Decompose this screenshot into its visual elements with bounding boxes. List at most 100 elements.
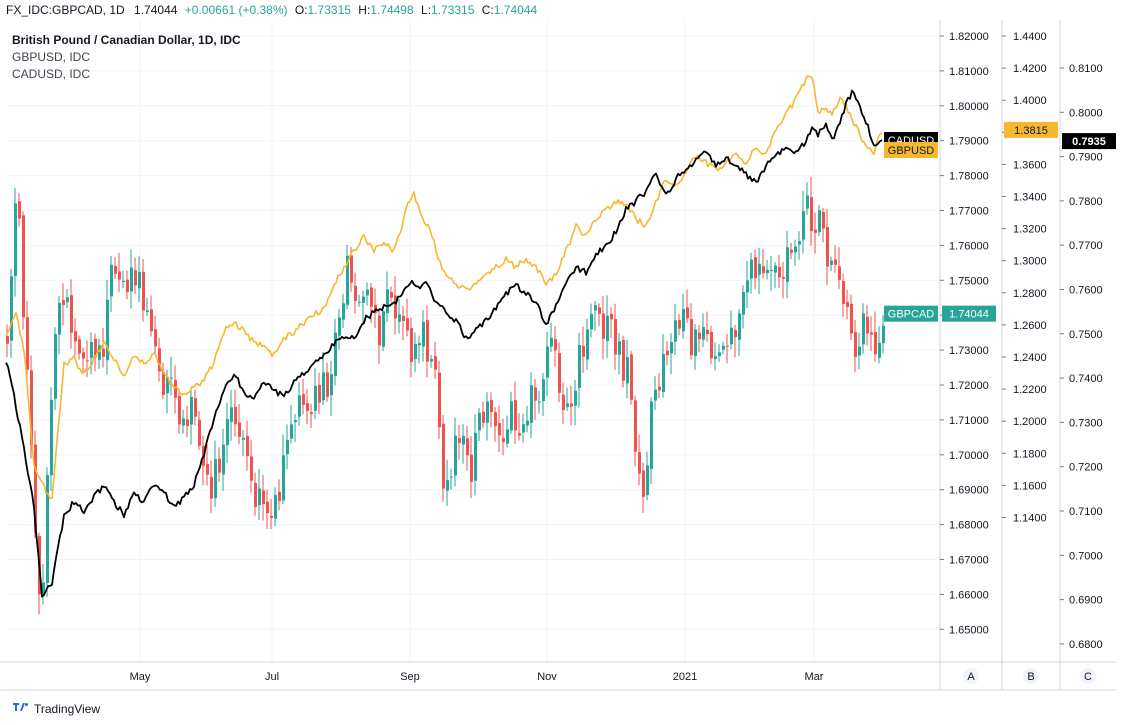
candle-body — [862, 313, 865, 345]
candle-body — [694, 329, 697, 356]
candle-body — [706, 329, 709, 335]
candle-body — [470, 454, 473, 482]
candle-body — [366, 289, 369, 296]
last-value-badge-text: 1.3815 — [1014, 125, 1048, 137]
candle-body — [850, 303, 853, 334]
axis-b-tick-label: 1.3200 — [1013, 224, 1047, 236]
candle-body — [506, 429, 509, 444]
candle-body — [486, 401, 489, 423]
scale-button-bg — [1023, 668, 1039, 684]
candle-body — [170, 377, 173, 379]
candle-body — [66, 297, 69, 303]
candle-body — [710, 331, 713, 359]
price-change: +0.00661 (+0.38%) — [184, 3, 288, 17]
axis-c-tick-label: 0.7000 — [1069, 550, 1103, 562]
candle-body — [866, 316, 869, 334]
candle-body — [722, 345, 725, 350]
candle-body — [602, 313, 605, 339]
axis-c-tick-label: 0.7600 — [1069, 285, 1103, 297]
candle-body — [118, 271, 121, 280]
candle-body — [22, 215, 25, 318]
candle-body — [466, 438, 469, 456]
candle-body — [310, 412, 313, 414]
candle-body — [350, 255, 353, 283]
candle-body — [54, 334, 57, 399]
candle-body — [874, 331, 877, 355]
candle-body — [286, 439, 289, 454]
axis-a-tick-label: 1.72000 — [949, 380, 989, 392]
candle-body — [82, 352, 85, 359]
candle-body — [638, 452, 641, 474]
axis-c-tick-label: 0.6900 — [1069, 595, 1103, 607]
candle-body — [370, 287, 373, 307]
candle-body — [78, 339, 81, 354]
price-axis-a[interactable]: 1.82000 1.81000 1.80000 1.79000 1.78000 1.770… — [940, 31, 989, 636]
candle-body — [610, 313, 613, 320]
axis-b-tick-label: 1.3000 — [1013, 256, 1047, 268]
candle-body — [14, 203, 17, 276]
candle-body — [162, 371, 165, 395]
gbpcad-candles — [6, 176, 885, 615]
candle-body — [662, 354, 665, 392]
candle-body — [826, 226, 829, 267]
tradingview-brand[interactable]: TradingView — [12, 702, 100, 716]
axis-c-tick-label: 0.7200 — [1069, 462, 1103, 474]
candle-body — [190, 396, 193, 425]
candle-body — [814, 229, 817, 233]
candle-body — [590, 313, 593, 330]
low-value: 1.73315 — [431, 3, 475, 17]
scale-button-a[interactable]: A — [963, 668, 979, 684]
candle-body — [770, 270, 773, 272]
candle-body — [62, 300, 65, 305]
time-axis-label: 2021 — [673, 671, 697, 683]
candle-body — [302, 394, 305, 405]
candle-body — [90, 342, 93, 358]
candle-body — [846, 301, 849, 307]
candle-body — [238, 422, 241, 437]
candle-body — [450, 476, 453, 478]
candle-body — [378, 315, 381, 346]
candle-body — [670, 342, 673, 354]
axis-b-tick-label: 1.2200 — [1013, 384, 1047, 396]
candle-body — [522, 424, 525, 433]
candle-body — [262, 490, 265, 505]
candle-body — [834, 259, 837, 265]
candle-body — [358, 301, 361, 303]
candle-body — [210, 476, 213, 499]
time-axis[interactable]: May Jul Sep Nov 2021 Mar — [130, 671, 824, 683]
candle-body — [394, 295, 397, 319]
series-name-tag-text: GBPUSD — [888, 145, 935, 157]
candle-body — [746, 280, 749, 293]
candle-body — [58, 302, 61, 335]
candle-body — [698, 332, 701, 340]
axis-a-tick-label: 1.76000 — [949, 240, 989, 252]
candle-body — [790, 249, 793, 253]
axis-c-tick-label: 0.7500 — [1069, 329, 1103, 341]
candle-body — [194, 398, 197, 417]
legend-cadusd[interactable]: CADUSD, IDC — [12, 67, 91, 81]
candle-body — [714, 356, 717, 359]
candle-body — [10, 276, 13, 341]
grid-lines — [6, 20, 940, 662]
candle-body — [734, 330, 737, 338]
candle-body — [778, 266, 781, 278]
candle-body — [266, 501, 269, 514]
legend-gbpusd[interactable]: GBPUSD, IDC — [12, 50, 91, 64]
axis-b-tick-label: 1.1400 — [1013, 513, 1047, 525]
scale-button-c[interactable]: C — [1080, 668, 1096, 684]
candle-body — [282, 455, 285, 501]
candle-body — [870, 332, 873, 335]
candle-body — [538, 401, 541, 403]
candle-body — [390, 292, 393, 298]
price-axis-c[interactable]: 0.8100 0.8000 0.7900 0.7800 0.7700 0.7600 0.75… — [1060, 63, 1103, 651]
candle-body — [622, 339, 625, 381]
scale-button-b[interactable]: B — [1023, 668, 1039, 684]
legend-main-series[interactable]: British Pound / Canadian Dollar, 1D, IDC — [12, 33, 241, 47]
candle-body — [794, 246, 797, 253]
candle-body — [218, 458, 221, 473]
last-value-badge — [1004, 121, 1058, 138]
candle-body — [566, 403, 569, 408]
candle-body — [738, 313, 741, 340]
price-axis-b[interactable]: 1.44001.42001.40001.38001.36001.34001.32… — [1002, 31, 1047, 525]
